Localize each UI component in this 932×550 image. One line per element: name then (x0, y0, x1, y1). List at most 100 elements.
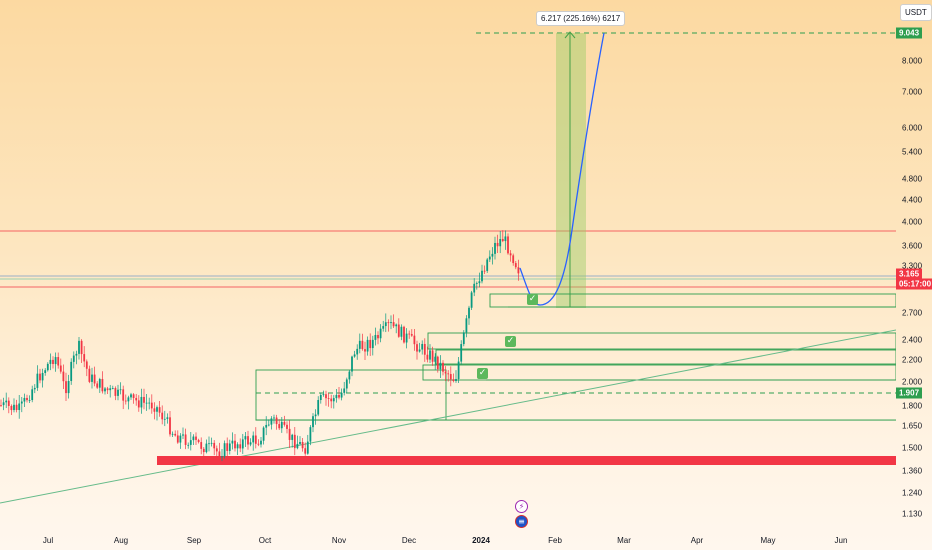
dashed-level-badge: 1.907 (896, 387, 923, 399)
candle-body (338, 394, 340, 398)
candle-body (78, 340, 80, 354)
price-tick-label: 5.400 (902, 147, 923, 157)
candle-body (93, 374, 96, 384)
price-tick-label: 2.700 (902, 308, 923, 318)
candle-body (296, 443, 299, 449)
time-tick-label: Oct (258, 536, 272, 545)
candle-body (400, 326, 403, 337)
candle-body (309, 427, 312, 442)
lightning-event-icon[interactable]: ⚡ (515, 500, 528, 513)
candle-body (234, 440, 236, 449)
support-zone-bar (157, 456, 896, 465)
candle-body (379, 328, 382, 339)
time-tick-label: Jul (42, 536, 54, 545)
candle-body (369, 339, 372, 349)
time-tick-label: Jun (834, 536, 848, 545)
candle-body (5, 400, 8, 403)
candle-body (33, 387, 36, 390)
candle-body (345, 379, 348, 389)
candle-body (52, 359, 54, 365)
candle-body (179, 435, 182, 443)
candle-body (447, 373, 450, 375)
price-tick-label: 3.300 (902, 261, 923, 271)
candle-body (423, 343, 426, 355)
zone-box (427, 332, 896, 350)
price-tick-label: 4.000 (902, 217, 923, 227)
candle-body (267, 424, 270, 426)
candle-body (366, 339, 369, 352)
candle-body (7, 400, 10, 406)
candle-body (161, 412, 164, 420)
measure-shaded-area (556, 33, 586, 308)
candle-body (478, 281, 481, 284)
candle-body (221, 456, 223, 458)
candle-body (44, 370, 47, 373)
currency-label[interactable]: USDT (900, 4, 932, 21)
candle-body (293, 434, 296, 449)
candle-body (507, 236, 509, 254)
time-tick-label: 2024 (472, 536, 490, 545)
candle-body (413, 335, 416, 345)
candle-body (241, 439, 244, 449)
candle-body (145, 402, 148, 404)
candle-body (512, 255, 515, 264)
candle-body (312, 416, 314, 428)
time-tick-label: Nov (331, 536, 347, 545)
candle-body (247, 436, 249, 445)
time-scale[interactable]: Jul Aug Sep Oct Nov Dec 2024 Feb Mar Apr May Jun (0, 530, 896, 550)
candle-body (343, 388, 346, 393)
candle-body (327, 398, 330, 399)
candle-body (39, 373, 41, 381)
candle-body (70, 361, 73, 382)
candle-body (283, 421, 286, 425)
candle-body (28, 399, 31, 401)
candle-body (215, 448, 218, 452)
candle-body (504, 236, 507, 242)
candle-body (408, 333, 411, 335)
candle-body (158, 407, 161, 413)
candle-body (223, 443, 226, 457)
candle-body (470, 292, 473, 308)
candle-body (210, 442, 213, 444)
candle-body (395, 324, 398, 327)
price-tick-label: 8.000 (902, 56, 923, 66)
candle-body (236, 444, 239, 449)
candle-body (13, 404, 15, 411)
candle-body (189, 440, 192, 445)
candle-body (356, 348, 359, 355)
candle-body (434, 356, 437, 362)
candle-body (353, 354, 356, 357)
candle-body (280, 421, 283, 429)
price-tick-label: 1.130 (902, 509, 923, 519)
chart-canvas[interactable] (0, 0, 896, 530)
candle-body (429, 350, 431, 360)
chart-area[interactable]: 6.217 (225.16%) 6217 ✓ ✓ ✓ ⚡ ≡ (0, 0, 896, 530)
price-tick-label: 2.400 (902, 335, 923, 345)
candle-body (26, 397, 28, 401)
candle-body (514, 263, 517, 268)
candle-body (304, 448, 307, 454)
candle-body (374, 334, 377, 340)
time-tick-label: Feb (548, 536, 562, 545)
candle-body (496, 242, 499, 247)
candle-body (384, 322, 387, 327)
candle-body (468, 307, 470, 319)
candle-body (270, 418, 273, 425)
candle-body (54, 357, 57, 365)
candle-body (473, 283, 476, 293)
candle-body (486, 259, 489, 271)
candle-body (358, 340, 361, 349)
candle-body (62, 371, 65, 382)
candle-body (36, 373, 39, 388)
price-tick-label: 1.240 (902, 488, 923, 498)
us-flag-event-icon[interactable]: ≡ (515, 515, 528, 528)
candle-body (119, 389, 122, 391)
price-scale[interactable]: USDT 8.000 7.000 6.000 5.400 4.800 4.400 4.000… (896, 0, 932, 530)
trendline (0, 329, 896, 504)
candle-body (494, 242, 496, 254)
candle-body (410, 334, 413, 336)
candle-body (91, 374, 93, 382)
candle-body (392, 322, 395, 327)
zone-box (422, 364, 896, 381)
candle-body (148, 402, 151, 404)
